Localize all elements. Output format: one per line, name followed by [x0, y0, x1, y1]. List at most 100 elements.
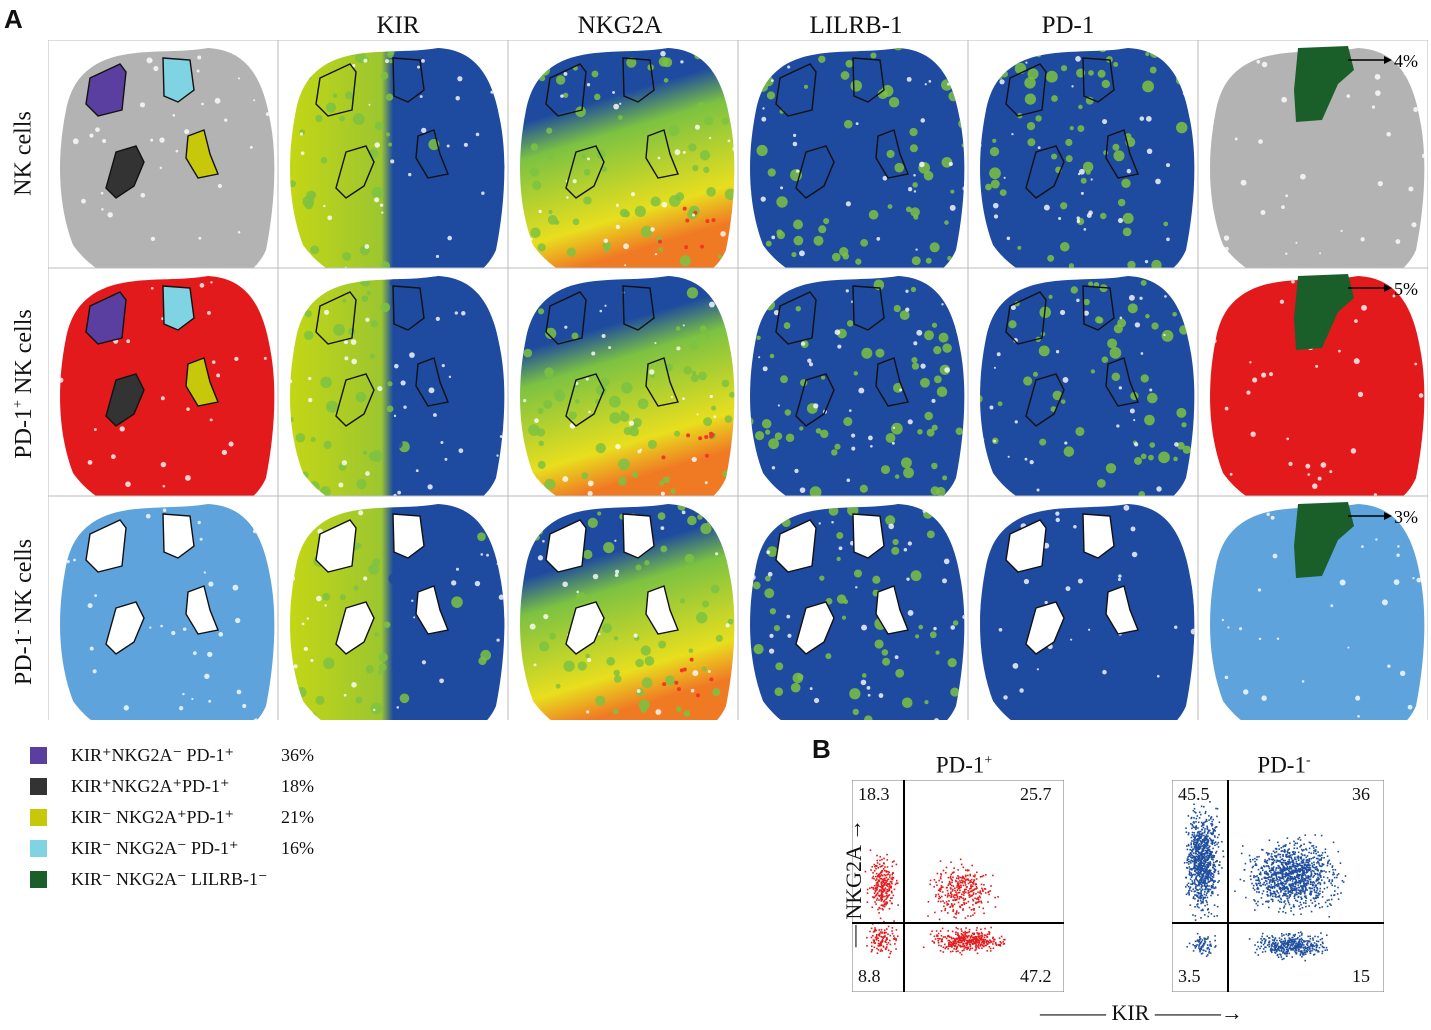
scatter-point: [941, 881, 944, 883]
scatter-point: [1267, 906, 1270, 909]
scatter-point: [1253, 875, 1255, 877]
scatter-point: [1312, 866, 1315, 869]
scatter-point: [1205, 955, 1208, 958]
scatter-point: [1294, 868, 1297, 870]
scatter-point: [1200, 867, 1203, 870]
scatter-point: [1187, 844, 1190, 847]
scatter-point: [1300, 879, 1302, 881]
scatter-point: [1208, 854, 1211, 857]
scatter-point: [1201, 885, 1204, 887]
scatter-point: [951, 937, 953, 940]
scatter-point: [1303, 886, 1305, 888]
scatter-point: [1208, 885, 1210, 887]
scatter-point: [1291, 854, 1293, 856]
scatter-point: [882, 908, 884, 911]
scatter-point: [1202, 879, 1204, 881]
scatter-point: [1313, 888, 1316, 891]
scatter-point: [1271, 867, 1273, 870]
scatter-point: [979, 896, 981, 899]
scatter-point: [1282, 854, 1284, 856]
scatter-point: [1200, 885, 1203, 888]
scatter-point: [1187, 885, 1190, 888]
scatter-point: [945, 946, 948, 948]
scatter-point: [1264, 940, 1266, 943]
scatter-point: [1290, 867, 1293, 870]
scatter-point: [946, 904, 948, 906]
scatter-point: [887, 949, 890, 952]
scatter-point: [983, 936, 986, 939]
scatter-point: [1281, 889, 1284, 891]
scatter-point: [1281, 884, 1284, 887]
scatter-point: [935, 930, 938, 932]
scatter-point: [1280, 863, 1283, 866]
scatter-point: [1314, 935, 1316, 938]
scatter-point: [1287, 877, 1290, 880]
scatter-point: [954, 944, 957, 946]
scatter-point: [1215, 860, 1217, 863]
scatter-point: [1279, 868, 1282, 870]
scatter-point: [965, 874, 967, 877]
scatter-point: [1318, 946, 1321, 949]
scatter-point: [1279, 887, 1282, 889]
scatter-point: [1312, 847, 1315, 849]
scatter-point: [961, 879, 963, 882]
scatter-point: [1327, 862, 1329, 865]
scatter-point: [1293, 847, 1296, 850]
scatter-point: [873, 946, 876, 949]
scatter-point: [994, 941, 997, 944]
scatter-point: [994, 896, 996, 899]
plot-title-pd1-pos: PD-1+: [935, 752, 993, 778]
scatter-point: [1309, 947, 1311, 949]
scatter-point: [1212, 839, 1215, 842]
scatter-point: [1290, 884, 1293, 887]
scatter-point: [1196, 872, 1198, 875]
scatter-point: [894, 883, 897, 886]
scatter-point: [1202, 881, 1205, 884]
scatter-point: [1206, 849, 1209, 852]
scatter-point: [985, 934, 987, 937]
scatter-point: [1191, 883, 1194, 886]
scatter-point: [972, 938, 975, 941]
scatter-point: [970, 934, 973, 937]
scatter-point: [1342, 881, 1345, 883]
scatter-point: [1200, 860, 1203, 863]
scatter-point: [1303, 867, 1306, 870]
tsne-grid: 4%5%3%: [48, 40, 1428, 720]
scatter-point: [1208, 863, 1211, 866]
scatter-point: [1276, 889, 1278, 892]
scatter-point: [886, 888, 888, 891]
scatter-point: [1210, 816, 1213, 818]
scatter-point: [1195, 826, 1198, 829]
scatter-point: [1306, 866, 1309, 869]
scatter-point: [937, 900, 940, 903]
scatter-point: [1210, 854, 1213, 856]
scatter-point: [969, 941, 971, 944]
scatter-point: [1209, 861, 1212, 863]
scatter-point: [1278, 883, 1280, 885]
scatter-point: [1287, 943, 1290, 945]
scatter-point: [1268, 889, 1271, 891]
scatter-point: [1301, 943, 1304, 946]
scatter-point: [1286, 881, 1288, 883]
scatter-point: [957, 943, 960, 946]
scatter-point: [1265, 900, 1267, 903]
scatter-point: [1294, 877, 1296, 880]
scatter-point: [1272, 850, 1275, 852]
scatter-point: [1272, 890, 1275, 893]
scatter-point: [895, 879, 898, 882]
scatter-point: [887, 942, 890, 944]
scatter-point: [956, 945, 959, 948]
scatter-point: [1271, 856, 1274, 858]
scatter-point: [1283, 949, 1286, 951]
scatter-point: [1299, 893, 1302, 895]
scatter-point: [886, 880, 888, 882]
scatter-point: [977, 943, 980, 946]
scatter-point: [884, 940, 887, 943]
scatter-point: [897, 904, 899, 906]
scatter-point: [1309, 893, 1311, 895]
scatter-point: [1310, 872, 1313, 875]
scatter-point: [1304, 885, 1307, 888]
scatter-point: [1222, 855, 1225, 858]
scatter-point: [1209, 850, 1211, 853]
scatter-point: [1214, 946, 1216, 948]
